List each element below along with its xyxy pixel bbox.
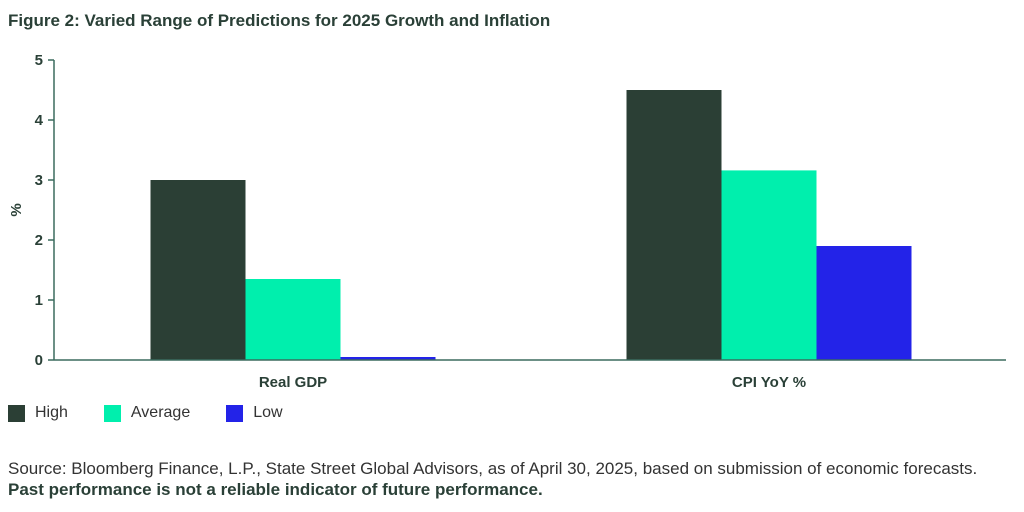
y-axis-label: % (8, 203, 25, 216)
chart-title: Figure 2: Varied Range of Predictions fo… (8, 11, 551, 30)
legend-swatch-low (226, 404, 244, 422)
legend-swatch-average (103, 404, 121, 422)
bar-chart: % 0 1 2 3 4 5 Real GDP CPI YoY % (8, 52, 1006, 391)
y-tick-label: 0 (35, 352, 43, 369)
bar-high-cpi-yoy (626, 90, 722, 360)
source-text: Source: Bloomberg Finance, L.P., State S… (8, 459, 978, 478)
y-tick-label: 1 (35, 292, 43, 309)
bar-low-cpi-yoy (816, 246, 912, 360)
bar-average-cpi-yoy (721, 170, 817, 360)
legend-item-average: Average (103, 404, 191, 422)
bar-high-real-gdp (150, 180, 246, 360)
y-tick-label: 3 (35, 172, 43, 189)
y-tick-label: 5 (35, 52, 43, 69)
legend-label-high: High (35, 404, 68, 421)
bar-low-real-gdp (340, 357, 436, 360)
x-category-label: CPI YoY % (732, 374, 806, 391)
bar-average-real-gdp (245, 279, 341, 360)
legend-swatch-high (8, 404, 25, 422)
source-note: Source: Bloomberg Finance, L.P., State S… (8, 458, 1008, 500)
x-category-label: Real GDP (259, 374, 327, 391)
legend-item-low: Low (226, 404, 283, 422)
legend: High Average Low (8, 404, 319, 422)
legend-label-low: Low (253, 404, 283, 421)
y-tick-label: 2 (35, 232, 43, 249)
y-tick-label: 4 (35, 112, 44, 129)
legend-label-average: Average (130, 404, 191, 421)
disclaimer-text: Past performance is not a reliable indic… (8, 480, 543, 499)
legend-item-high: High (8, 404, 68, 422)
